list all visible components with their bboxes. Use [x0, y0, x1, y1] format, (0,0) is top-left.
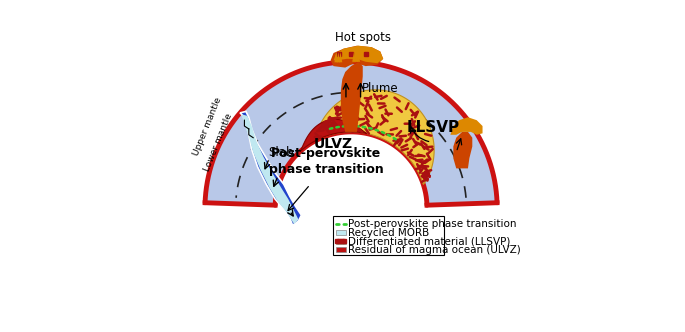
Text: Slab: Slab: [269, 146, 294, 159]
Bar: [336, 238, 346, 244]
Polygon shape: [339, 52, 342, 62]
Polygon shape: [240, 112, 301, 225]
Polygon shape: [453, 132, 473, 168]
Polygon shape: [451, 117, 482, 135]
Text: Post-perovskite
phase transition: Post-perovskite phase transition: [269, 147, 384, 176]
Polygon shape: [300, 120, 367, 151]
Text: Upper mantle: Upper mantle: [192, 96, 224, 156]
Polygon shape: [205, 62, 497, 205]
Polygon shape: [354, 51, 358, 62]
Polygon shape: [341, 62, 363, 132]
Polygon shape: [331, 46, 383, 68]
Text: ULVZ: ULVZ: [314, 136, 353, 150]
Polygon shape: [336, 52, 340, 62]
Bar: [336, 230, 346, 235]
Text: Post-perovskite phase transition: Post-perovskite phase transition: [348, 219, 516, 229]
Bar: [336, 247, 346, 252]
Text: LLSVP: LLSVP: [406, 120, 460, 135]
Text: Lower mantle: Lower mantle: [202, 112, 234, 172]
Polygon shape: [334, 52, 338, 62]
Polygon shape: [334, 46, 383, 63]
Polygon shape: [357, 51, 360, 62]
Polygon shape: [242, 114, 299, 224]
Text: Recycled MORB: Recycled MORB: [348, 228, 429, 238]
Text: Plume: Plume: [362, 82, 399, 95]
Text: Differentiated material (LLSVP): Differentiated material (LLSVP): [348, 236, 510, 246]
Text: Residual of magma ocean (ULVZ): Residual of magma ocean (ULVZ): [348, 244, 521, 255]
Polygon shape: [315, 90, 434, 184]
Polygon shape: [352, 51, 356, 62]
FancyBboxPatch shape: [333, 216, 444, 255]
Text: Hot spots: Hot spots: [335, 31, 390, 44]
